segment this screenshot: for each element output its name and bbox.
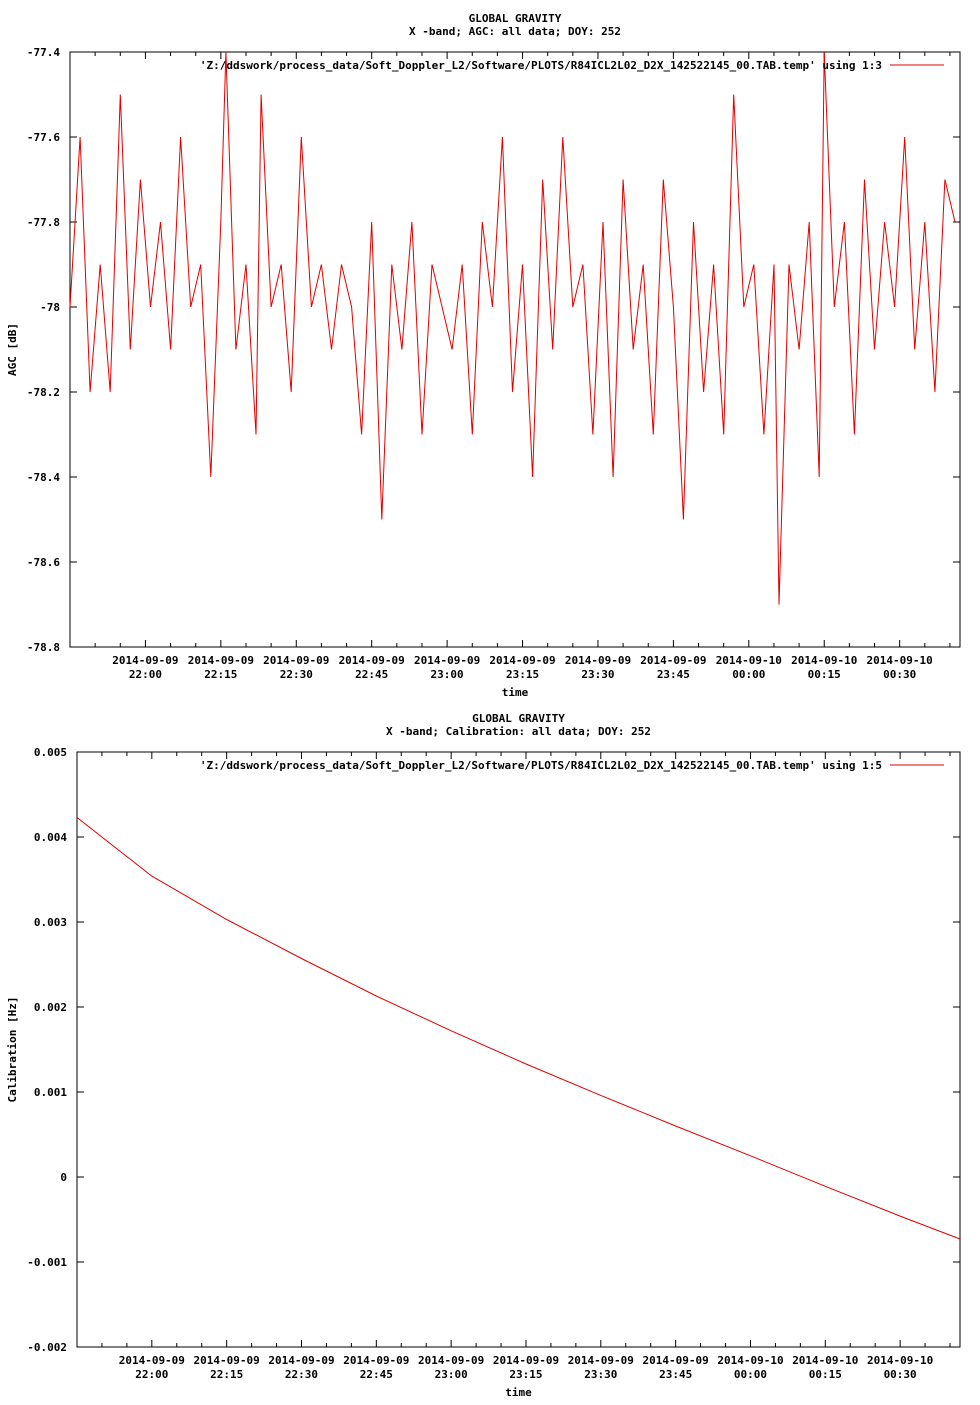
x-tick-date-label: 2014-09-09 [343,1354,409,1367]
x-tick-date-label: 2014-09-10 [717,1354,783,1367]
chart-subtitle: X -band; AGC: all data; DOY: 252 [409,25,621,38]
y-tick-label: 0.001 [34,1086,67,1099]
x-tick-time-label: 00:00 [734,1368,767,1381]
y-tick-label: -78.8 [27,641,60,654]
x-tick-date-label: 2014-09-09 [418,1354,484,1367]
y-tick-label: -78 [40,301,60,314]
x-tick-time-label: 22:45 [360,1368,393,1381]
legend-label: 'Z:/ddswork/process_data/Soft_Doppler_L2… [200,759,882,772]
y-axis-label: Calibration [Hz] [6,997,19,1103]
y-tick-label: 0.003 [34,916,67,929]
x-tick-date-label: 2014-09-09 [194,1354,260,1367]
x-tick-date-label: 2014-09-10 [867,654,933,667]
x-tick-date-label: 2014-09-09 [188,654,254,667]
y-tick-label: -0.002 [27,1341,67,1354]
x-tick-time-label: 23:15 [509,1368,542,1381]
y-tick-label: -78.6 [27,556,60,569]
x-tick-time-label: 22:00 [135,1368,168,1381]
x-tick-date-label: 2014-09-09 [643,1354,709,1367]
x-tick-time-label: 00:15 [808,668,841,681]
x-tick-date-label: 2014-09-10 [792,1354,858,1367]
x-axis-label: time [502,686,529,699]
x-tick-time-label: 23:45 [659,1368,692,1381]
chart-subtitle: X -band; Calibration: all data; DOY: 252 [386,725,651,738]
y-tick-label: -77.4 [27,46,60,59]
y-tick-label: 0.002 [34,1001,67,1014]
x-tick-time-label: 22:15 [204,668,237,681]
y-axis-label: AGC [dB] [6,323,19,376]
x-tick-time-label: 22:30 [285,1368,318,1381]
x-tick-date-label: 2014-09-10 [791,654,857,667]
x-tick-date-label: 2014-09-09 [119,1354,185,1367]
x-tick-time-label: 00:30 [884,1368,917,1381]
plot-frame [69,51,961,648]
chart-title: GLOBAL GRAVITY [472,712,565,725]
y-tick-label: 0.005 [34,746,67,759]
x-tick-date-label: 2014-09-09 [565,654,631,667]
x-tick-time-label: 23:00 [431,668,464,681]
x-tick-date-label: 2014-09-09 [489,654,555,667]
x-tick-time-label: 22:45 [355,668,388,681]
x-tick-date-label: 2014-09-10 [716,654,782,667]
x-tick-date-label: 2014-09-09 [268,1354,334,1367]
x-tick-date-label: 2014-09-09 [339,654,405,667]
series-line [69,51,956,605]
x-tick-time-label: 22:00 [129,668,162,681]
y-tick-label: -78.2 [27,386,60,399]
x-tick-date-label: 2014-09-10 [867,1354,933,1367]
y-tick-label: -77.8 [27,216,60,229]
chart-title: GLOBAL GRAVITY [469,12,562,25]
x-tick-time-label: 22:30 [280,668,313,681]
x-tick-date-label: 2014-09-09 [414,654,480,667]
x-tick-time-label: 00:00 [732,668,765,681]
x-tick-time-label: 23:30 [584,1368,617,1381]
y-tick-label: 0 [60,1171,67,1184]
x-tick-time-label: 00:30 [883,668,916,681]
x-tick-time-label: 23:45 [657,668,690,681]
x-tick-date-label: 2014-09-09 [640,654,706,667]
x-tick-date-label: 2014-09-09 [568,1354,634,1367]
x-tick-date-label: 2014-09-09 [493,1354,559,1367]
x-tick-date-label: 2014-09-09 [112,654,178,667]
y-tick-label: -77.6 [27,131,60,144]
legend-label: 'Z:/ddswork/process_data/Soft_Doppler_L2… [200,59,882,72]
x-tick-time-label: 00:15 [809,1368,842,1381]
plot-frame [76,751,961,1348]
x-tick-date-label: 2014-09-09 [263,654,329,667]
x-tick-time-label: 23:00 [435,1368,468,1381]
y-tick-label: -0.001 [27,1256,67,1269]
y-tick-label: -78.4 [27,471,60,484]
x-tick-time-label: 23:30 [581,668,614,681]
x-tick-time-label: 23:15 [506,668,539,681]
series-line [76,817,961,1240]
y-tick-label: 0.004 [34,831,67,844]
x-tick-time-label: 22:15 [210,1368,243,1381]
x-axis-label: time [505,1386,532,1399]
